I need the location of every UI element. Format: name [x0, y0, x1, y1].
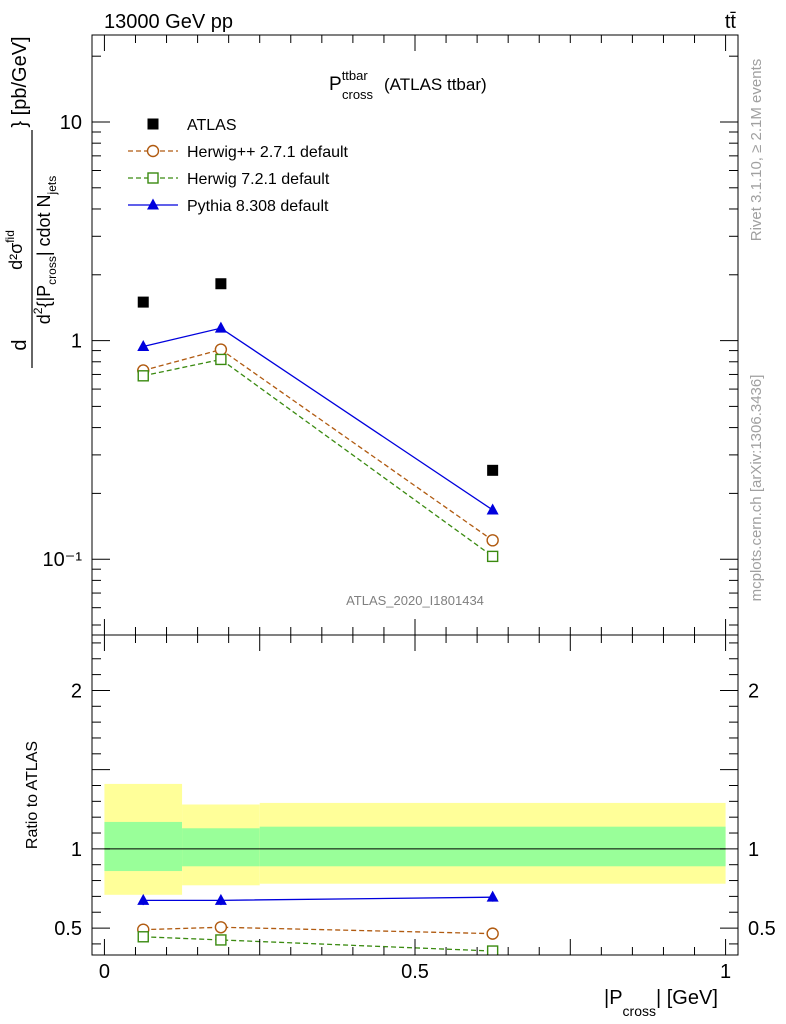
rivet-version-label: Rivet 3.1.10, ≥ 2.1M events — [748, 59, 765, 242]
svg-text:d: d — [9, 339, 31, 350]
ratio-point-pythia-8-308-default — [214, 893, 227, 905]
main-point-herwig-2-7-1-default — [214, 343, 228, 356]
ratio-point-pythia-8-308-default — [486, 890, 499, 902]
ratio-point-herwig-2-7-1-default — [214, 921, 228, 934]
main-point-herwig-2-7-1-default — [486, 534, 499, 547]
main-point-pythia-8-308-default — [486, 503, 499, 515]
main-y-axis-unit: } [pb/GeV] — [9, 36, 31, 127]
main-point-herwig-7-2-1-default — [486, 550, 499, 563]
main-series-line-pythia-8-308-default — [143, 327, 494, 511]
analysis-label: ATLAS_2020_I1801434 — [346, 593, 484, 608]
main-series-line-herwig-2-7-1-default — [143, 348, 494, 541]
legend-marker — [147, 198, 159, 210]
svg-text:d²σfid: d²σfid — [3, 230, 26, 270]
main-panel-ticks: 10 1 10⁻¹ — [43, 35, 738, 635]
plot-title-main: P — [329, 74, 342, 95]
ratio-band-green — [182, 828, 260, 867]
x-axis-label: |Pcross| [GeV] — [604, 987, 718, 1019]
ratio-point-herwig-7-2-1-default — [215, 934, 227, 946]
ratio-panel-frame — [91, 634, 739, 956]
plot-title: Pttbar — [329, 68, 368, 95]
ratio-panel-ticks: 0.5 0.5 1 1 2 2 0 0.5 1 — [54, 635, 776, 983]
ratio-y-tick-label-left: 1 — [71, 839, 82, 861]
main-point-atlas — [487, 464, 499, 476]
ratio-series-line-herwig-2-7-1-default — [143, 926, 493, 935]
main-y-tick-label: 1 — [71, 331, 82, 353]
ratio-point-herwig-2-7-1-default — [486, 927, 499, 940]
header-left-label: 13000 GeV pp — [104, 11, 233, 33]
main-panel-markers — [137, 278, 499, 563]
main-y-axis-denominator: d2{|Pcross| cdot Njets — [31, 176, 59, 324]
legend-label: Herwig 7.2.1 default — [187, 171, 330, 188]
main-series-line-herwig-7-2-1-default — [143, 358, 494, 557]
legend-label: Pythia 8.308 default — [187, 198, 329, 215]
ratio-series-line-pythia-8-308-default — [143, 896, 493, 901]
ratio-y-tick-label-left: 0.5 — [54, 918, 82, 940]
main-point-pythia-8-308-default — [137, 339, 150, 351]
ratio-y-tick-label-right: 1 — [748, 839, 759, 861]
header-right-label: tt̄ — [725, 11, 737, 33]
main-point-pythia-8-308-default — [214, 321, 227, 333]
main-point-atlas — [137, 296, 149, 308]
plot-title-sub: cross — [342, 87, 374, 102]
main-y-tick-label: 10 — [60, 112, 82, 134]
mcplots-label: mcplots.cern.ch [arXiv:1306.3436] — [748, 375, 765, 602]
x-tick-label: 1 — [720, 961, 731, 983]
main-y-axis-numerator: d²σfid — [3, 230, 26, 270]
legend-marker — [147, 172, 159, 184]
ratio-band-green — [104, 821, 183, 872]
ratio-bands — [104, 783, 726, 895]
plot-title-suffix: (ATLAS ttbar) — [384, 75, 487, 94]
ratio-y-tick-label-right: 0.5 — [748, 918, 776, 940]
main-point-herwig-7-2-1-default — [137, 370, 149, 382]
ratio-y-axis-label: Ratio to ATLAS — [24, 741, 41, 849]
main-point-herwig-7-2-1-default — [215, 353, 227, 366]
legend-marker — [147, 118, 159, 130]
plot-title-sup: ttbar — [342, 68, 369, 83]
ratio-markers — [137, 890, 499, 955]
ratio-point-herwig-7-2-1-default — [486, 945, 499, 955]
legend: ATLAS Herwig++ 2.7.1 default Herwig 7.2.1 … — [128, 117, 349, 215]
main-y-tick-label: 10⁻¹ — [43, 549, 83, 571]
ratio-series — [143, 896, 493, 952]
main-y-axis-label: d — [9, 339, 31, 350]
ratio-panel: 0.5 0.5 1 1 2 2 0 0.5 1 Ratio to ATLAS |Pcross| … — [24, 634, 776, 1019]
legend-label: ATLAS — [187, 117, 237, 134]
main-point-atlas — [215, 278, 227, 290]
legend-label: Herwig++ 2.7.1 default — [187, 144, 349, 161]
ratio-series-line-herwig-7-2-1-default — [143, 936, 493, 952]
main-panel-series — [143, 327, 494, 557]
svg-text:d2{|Pcross| cdot Njets: d2{|Pcross| cdot Njets — [31, 176, 59, 324]
x-tick-label: 0.5 — [401, 961, 429, 983]
svg-text:} [pb/GeV]: } [pb/GeV] — [9, 36, 31, 127]
ratio-band-green — [259, 826, 726, 867]
ratio-point-herwig-7-2-1-default — [137, 931, 149, 943]
ratio-y-tick-label-left: 2 — [71, 680, 82, 702]
main-panel: 10 1 10⁻¹ Pttbar cross (ATLAS ttbar) ATLAS… — [3, 34, 739, 636]
ratio-point-pythia-8-308-default — [137, 893, 150, 905]
legend-marker — [146, 144, 160, 158]
ratio-y-tick-label-right: 2 — [748, 680, 759, 702]
x-tick-label: 0 — [99, 961, 110, 983]
